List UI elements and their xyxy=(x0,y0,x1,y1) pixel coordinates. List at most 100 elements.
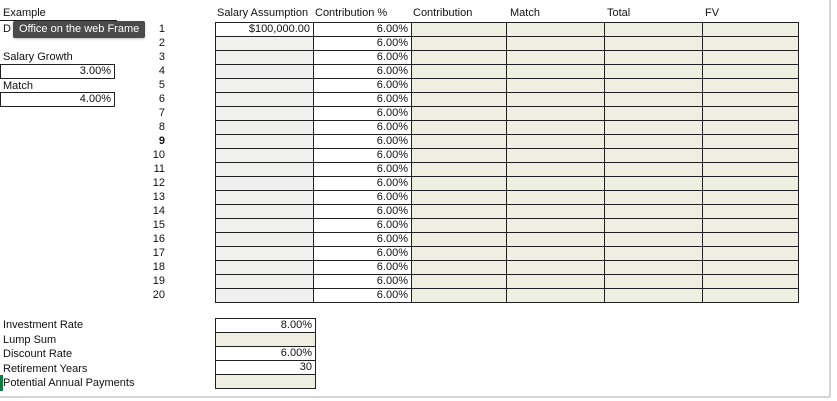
cell-total[interactable] xyxy=(605,121,703,135)
cell-fv[interactable] xyxy=(703,79,799,93)
cell-contribution-pct[interactable]: 6.00% xyxy=(314,233,412,247)
cell-total[interactable] xyxy=(605,37,703,51)
cell-match[interactable] xyxy=(507,37,605,51)
cell-contribution-pct[interactable]: 6.00% xyxy=(314,163,412,177)
header-total[interactable]: Total xyxy=(607,7,631,19)
cell-total[interactable] xyxy=(605,275,703,289)
cell-salary-assumption[interactable] xyxy=(216,177,314,191)
cell-salary-assumption[interactable] xyxy=(216,121,314,135)
cell-fv[interactable] xyxy=(703,177,799,191)
cell-match[interactable] xyxy=(507,79,605,93)
cell-contribution-pct[interactable]: 6.00% xyxy=(314,177,412,191)
row-number[interactable]: 13 xyxy=(152,191,165,203)
cell-salary-assumption[interactable] xyxy=(216,51,314,65)
cell-salary-assumption[interactable] xyxy=(216,65,314,79)
cell-fv[interactable] xyxy=(703,23,799,37)
cell-match[interactable] xyxy=(507,233,605,247)
cell-total[interactable] xyxy=(605,79,703,93)
cell-fv[interactable] xyxy=(703,163,799,177)
header-salary-assumption[interactable]: Salary Assumption xyxy=(217,7,309,19)
cell-salary-assumption[interactable] xyxy=(216,163,314,177)
match-value-cell[interactable]: 4.00% xyxy=(0,92,115,107)
bottom-value-cell[interactable] xyxy=(215,332,316,347)
row-number[interactable]: 17 xyxy=(152,247,165,259)
cell-total[interactable] xyxy=(605,65,703,79)
cell-contribution[interactable] xyxy=(412,37,507,51)
header-contribution[interactable]: Contribution xyxy=(413,7,473,19)
row-number[interactable]: 20 xyxy=(152,289,165,301)
bottom-value-cell[interactable] xyxy=(215,374,316,389)
cell-contribution-pct[interactable]: 6.00% xyxy=(314,51,412,65)
row-number[interactable]: 10 xyxy=(152,149,165,161)
cell-fv[interactable] xyxy=(703,121,799,135)
cell-match[interactable] xyxy=(507,121,605,135)
cell-match[interactable] xyxy=(507,205,605,219)
cell-salary-assumption[interactable] xyxy=(216,205,314,219)
salary-growth-label[interactable]: Salary Growth xyxy=(3,51,73,63)
cell-total[interactable] xyxy=(605,107,703,121)
cell-contribution[interactable] xyxy=(412,275,507,289)
cell-contribution[interactable] xyxy=(412,205,507,219)
cell-salary-assumption[interactable] xyxy=(216,289,314,303)
cell-fv[interactable] xyxy=(703,289,799,303)
cell-match[interactable] xyxy=(507,191,605,205)
cell-contribution[interactable] xyxy=(412,23,507,37)
bottom-label[interactable]: Investment Rate xyxy=(3,319,84,331)
cell-match[interactable] xyxy=(507,23,605,37)
row-number[interactable]: 19 xyxy=(152,275,165,287)
cell-contribution-pct[interactable]: 6.00% xyxy=(314,275,412,289)
cell-total[interactable] xyxy=(605,177,703,191)
cell-total[interactable] xyxy=(605,163,703,177)
cell-fv[interactable] xyxy=(703,247,799,261)
cell-salary-assumption[interactable] xyxy=(216,79,314,93)
cell-contribution[interactable] xyxy=(412,233,507,247)
cell-contribution-pct[interactable]: 6.00% xyxy=(314,23,412,37)
cell-contribution[interactable] xyxy=(412,191,507,205)
example-cell-label[interactable]: Example xyxy=(0,6,117,21)
cell-contribution[interactable] xyxy=(412,177,507,191)
cell-contribution[interactable] xyxy=(412,149,507,163)
cell-contribution-pct[interactable]: 6.00% xyxy=(314,191,412,205)
row-number[interactable]: 11 xyxy=(153,163,165,175)
cell-contribution-pct[interactable]: 6.00% xyxy=(314,37,412,51)
cell-contribution[interactable] xyxy=(412,93,507,107)
cell-contribution[interactable] xyxy=(412,219,507,233)
cell-contribution[interactable] xyxy=(412,79,507,93)
cell-match[interactable] xyxy=(507,135,605,149)
cell-total[interactable] xyxy=(605,191,703,205)
bottom-value-cell[interactable]: 30 xyxy=(215,360,316,375)
cell-match[interactable] xyxy=(507,149,605,163)
cell-contribution-pct[interactable]: 6.00% xyxy=(314,149,412,163)
row-number[interactable]: 5 xyxy=(158,79,165,91)
cell-contribution-pct[interactable]: 6.00% xyxy=(314,219,412,233)
row-number[interactable]: 15 xyxy=(152,219,165,231)
cell-salary-assumption[interactable] xyxy=(216,37,314,51)
row-number[interactable]: 14 xyxy=(152,205,165,217)
cell-match[interactable] xyxy=(507,93,605,107)
cell-fv[interactable] xyxy=(703,219,799,233)
cell-salary-assumption[interactable] xyxy=(216,107,314,121)
cell-contribution-pct[interactable]: 6.00% xyxy=(314,121,412,135)
cell-total[interactable] xyxy=(605,205,703,219)
bottom-value-cell[interactable]: 6.00% xyxy=(215,346,316,361)
header-fv[interactable]: FV xyxy=(705,7,720,19)
cell-fv[interactable] xyxy=(703,51,799,65)
row-number[interactable]: 9 xyxy=(158,135,165,147)
bottom-label[interactable]: Discount Rate xyxy=(3,348,73,360)
cell-contribution-pct[interactable]: 6.00% xyxy=(314,93,412,107)
cell-contribution[interactable] xyxy=(412,289,507,303)
row-number[interactable]: 8 xyxy=(158,121,165,133)
row-number[interactable]: 18 xyxy=(152,261,165,273)
cell-salary-assumption[interactable] xyxy=(216,149,314,163)
cell-contribution-pct[interactable]: 6.00% xyxy=(314,247,412,261)
cell-salary-assumption[interactable] xyxy=(216,191,314,205)
cell-match[interactable] xyxy=(507,163,605,177)
cell-match[interactable] xyxy=(507,107,605,121)
bottom-label[interactable]: Lump Sum xyxy=(3,333,57,346)
cell-contribution-pct[interactable]: 6.00% xyxy=(314,65,412,79)
cell-contribution[interactable] xyxy=(412,107,507,121)
cell-contribution-pct[interactable]: 6.00% xyxy=(314,135,412,149)
cell-contribution[interactable] xyxy=(412,247,507,261)
row-number[interactable]: 7 xyxy=(158,107,165,119)
bottom-value-cell[interactable]: 8.00% xyxy=(215,318,316,333)
